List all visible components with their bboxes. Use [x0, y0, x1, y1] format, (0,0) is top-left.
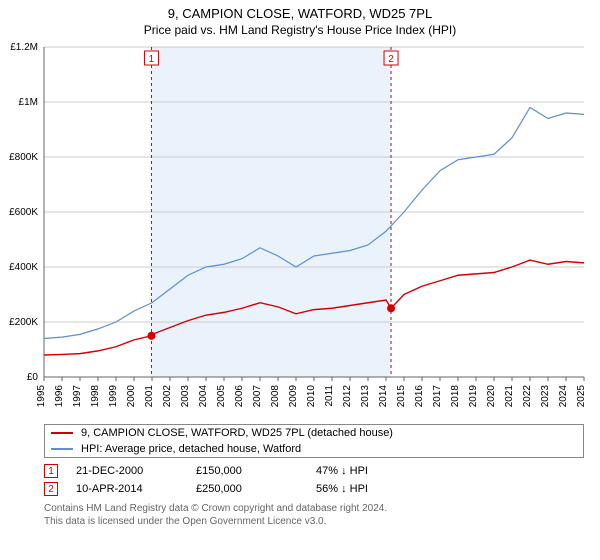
price-chart: £0 £200K £400K £600K £800K £1M £1.2M 1995 1996 19…: [0, 41, 600, 418]
svg-text:2: 2: [388, 54, 394, 65]
footer-line-1: Contains HM Land Registry data © Crown c…: [44, 502, 584, 515]
svg-text:2013: 2013: [360, 385, 371, 408]
svg-text:2015: 2015: [396, 385, 407, 408]
svg-text:2020: 2020: [486, 385, 497, 408]
svg-text:2001: 2001: [144, 385, 155, 408]
svg-text:2017: 2017: [432, 385, 443, 408]
legend-label-2: HPI: Average price, detached house, Watf…: [81, 443, 301, 455]
svg-text:2018: 2018: [450, 385, 461, 408]
legend-row-2: HPI: Average price, detached house, Watf…: [45, 441, 583, 457]
svg-text:2002: 2002: [162, 385, 173, 408]
legend-swatch-1: [51, 432, 73, 434]
legend-label-1: 9, CAMPION CLOSE, WATFORD, WD25 7PL (det…: [81, 427, 393, 439]
svg-text:1997: 1997: [72, 385, 83, 408]
svg-text:2000: 2000: [126, 385, 137, 408]
svg-text:2007: 2007: [252, 385, 263, 408]
svg-text:2009: 2009: [288, 385, 299, 408]
svg-text:2003: 2003: [180, 385, 191, 408]
svg-text:2004: 2004: [198, 385, 209, 408]
svg-text:£200K: £200K: [9, 317, 38, 328]
table-row: 2 10-APR-2014 £250,000 56% ↓ HPI: [44, 480, 584, 498]
svg-text:£600K: £600K: [9, 207, 38, 218]
svg-text:£400K: £400K: [9, 262, 38, 273]
svg-text:£800K: £800K: [9, 152, 38, 163]
svg-text:2023: 2023: [540, 385, 551, 408]
legend-row-1: 9, CAMPION CLOSE, WATFORD, WD25 7PL (det…: [45, 425, 583, 441]
svg-text:2024: 2024: [558, 385, 569, 408]
svg-text:2011: 2011: [324, 385, 335, 407]
page-title: 9, CAMPION CLOSE, WATFORD, WD25 7PL: [0, 0, 600, 21]
svg-text:2012: 2012: [342, 385, 353, 408]
legend-swatch-2: [51, 448, 73, 450]
svg-text:2008: 2008: [270, 385, 281, 408]
marker-badge-2: 2: [44, 482, 58, 496]
svg-text:2014: 2014: [378, 385, 389, 408]
svg-text:£1M: £1M: [19, 97, 38, 108]
svg-text:2019: 2019: [468, 385, 479, 408]
footer-line-2: This data is licensed under the Open Gov…: [44, 515, 584, 528]
svg-text:1999: 1999: [108, 385, 119, 408]
marker-price: £150,000: [196, 465, 316, 477]
svg-text:2010: 2010: [306, 385, 317, 408]
marker-price: £250,000: [196, 483, 316, 495]
svg-text:1: 1: [149, 54, 155, 65]
table-row: 1 21-DEC-2000 £150,000 47% ↓ HPI: [44, 462, 584, 480]
svg-text:2021: 2021: [504, 385, 515, 408]
svg-text:2022: 2022: [522, 385, 533, 408]
svg-text:2025: 2025: [576, 385, 587, 408]
svg-text:2006: 2006: [234, 385, 245, 408]
legend: 9, CAMPION CLOSE, WATFORD, WD25 7PL (det…: [44, 424, 584, 458]
marker-date: 10-APR-2014: [76, 483, 196, 495]
marker-date: 21-DEC-2000: [76, 465, 196, 477]
svg-text:1996: 1996: [54, 385, 65, 408]
svg-text:1998: 1998: [90, 385, 101, 408]
svg-text:£1.2M: £1.2M: [10, 42, 38, 53]
svg-text:1995: 1995: [36, 385, 47, 408]
svg-text:£0: £0: [27, 372, 39, 383]
marker-hpi: 56% ↓ HPI: [316, 483, 436, 495]
svg-text:2016: 2016: [414, 385, 425, 408]
footer: Contains HM Land Registry data © Crown c…: [44, 502, 584, 528]
marker-hpi: 47% ↓ HPI: [316, 465, 436, 477]
marker-badge-1: 1: [44, 464, 58, 478]
page-subtitle: Price paid vs. HM Land Registry's House …: [0, 21, 600, 41]
svg-text:2005: 2005: [216, 385, 227, 408]
marker-table: 1 21-DEC-2000 £150,000 47% ↓ HPI 2 10-AP…: [44, 462, 584, 498]
